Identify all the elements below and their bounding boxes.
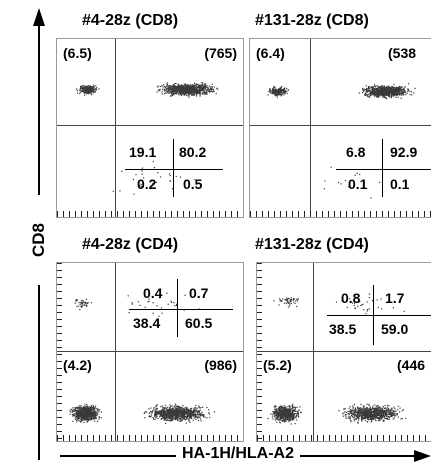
y-ticks: [257, 263, 262, 441]
panel-title-1: #4-28z (CD8): [82, 12, 179, 29]
inset-hline: [129, 309, 233, 310]
quadrant-divider-vertical: [115, 39, 116, 217]
quadrant-divider-vertical: [310, 39, 311, 217]
panel-title-4: #131-28z (CD4): [255, 236, 369, 253]
scatter-dots-1: [76, 82, 219, 195]
plot-panel-2: (6.4) (538 6.8 92.9 0.1 0.1: [249, 38, 431, 218]
quadrant-tr-value: 92.9: [390, 144, 418, 160]
panel-title-3: #4-28z (CD4): [82, 236, 179, 253]
quadrant-bl-value: 0.2: [137, 176, 157, 192]
y-axis-label: CD8: [29, 223, 48, 258]
corner-label-right: (765): [204, 45, 237, 61]
scatter-dots-4: [267, 293, 407, 425]
quadrant-divider-horizontal: [250, 125, 431, 126]
quadrant-br-value: 59.0: [381, 321, 409, 337]
x-axis-label: HA-1H/HLA-A2: [176, 445, 300, 463]
corner-label-right: (538: [388, 45, 417, 61]
y-ticks: [57, 263, 62, 441]
quadrant-tl-value: 6.8: [346, 144, 366, 160]
corner-label-right: (986): [204, 357, 237, 373]
quadrant-divider-horizontal: [257, 351, 431, 352]
inset-vline: [173, 139, 174, 197]
quadrant-divider-horizontal: [57, 351, 243, 352]
y-axis-label-box: [22, 195, 56, 285]
quadrant-bl-value: 38.4: [133, 315, 161, 331]
quadrant-tl-value: 19.1: [129, 144, 157, 160]
x-axis-arrowhead: [414, 450, 431, 462]
inset-vline: [177, 279, 178, 337]
quadrant-tl-value: 0.8: [341, 290, 361, 306]
panel-title-2: #131-28z (CD8): [255, 12, 369, 29]
quadrant-br-value: 60.5: [185, 315, 213, 331]
corner-label-left: (4.2): [63, 357, 92, 373]
corner-label-right: (446: [397, 357, 426, 373]
corner-label-left: (6.5): [63, 45, 92, 61]
x-ticks: [250, 211, 431, 217]
quadrant-bl-value: 0.1: [348, 176, 368, 192]
quadrant-divider-vertical: [115, 263, 116, 441]
x-ticks: [57, 435, 243, 441]
scatter-dots-3: [69, 292, 216, 424]
x-ticks: [257, 435, 431, 441]
quadrant-tr-value: 1.7: [385, 290, 405, 306]
inset-vline: [382, 139, 383, 197]
x-ticks: [57, 211, 243, 217]
quadrant-br-value: 0.5: [183, 176, 203, 192]
y-axis-arrowhead: [33, 8, 45, 26]
quadrant-divider-horizontal: [57, 125, 243, 126]
quadrant-tl-value: 0.4: [143, 285, 163, 301]
corner-label-left: (5.2): [263, 357, 292, 373]
quadrant-tr-value: 80.2: [179, 144, 207, 160]
inset-hline: [336, 169, 431, 170]
plot-panel-4: 0.8 1.7 38.5 59.0 (5.2) (446: [256, 262, 431, 442]
scatter-dots-2: [267, 83, 416, 199]
quadrant-br-value: 0.1: [390, 176, 410, 192]
plot-panel-3: 0.4 0.7 38.4 60.5 (4.2) (986): [56, 262, 244, 442]
corner-label-left: (6.4): [256, 45, 285, 61]
inset-hline: [327, 315, 431, 316]
quadrant-bl-value: 38.5: [329, 321, 357, 337]
quadrant-tr-value: 0.7: [189, 285, 209, 301]
quadrant-divider-vertical: [313, 263, 314, 441]
inset-hline: [125, 169, 223, 170]
plot-panel-1: (6.5) (765) 19.1 80.2 0.2 0.5: [56, 38, 244, 218]
